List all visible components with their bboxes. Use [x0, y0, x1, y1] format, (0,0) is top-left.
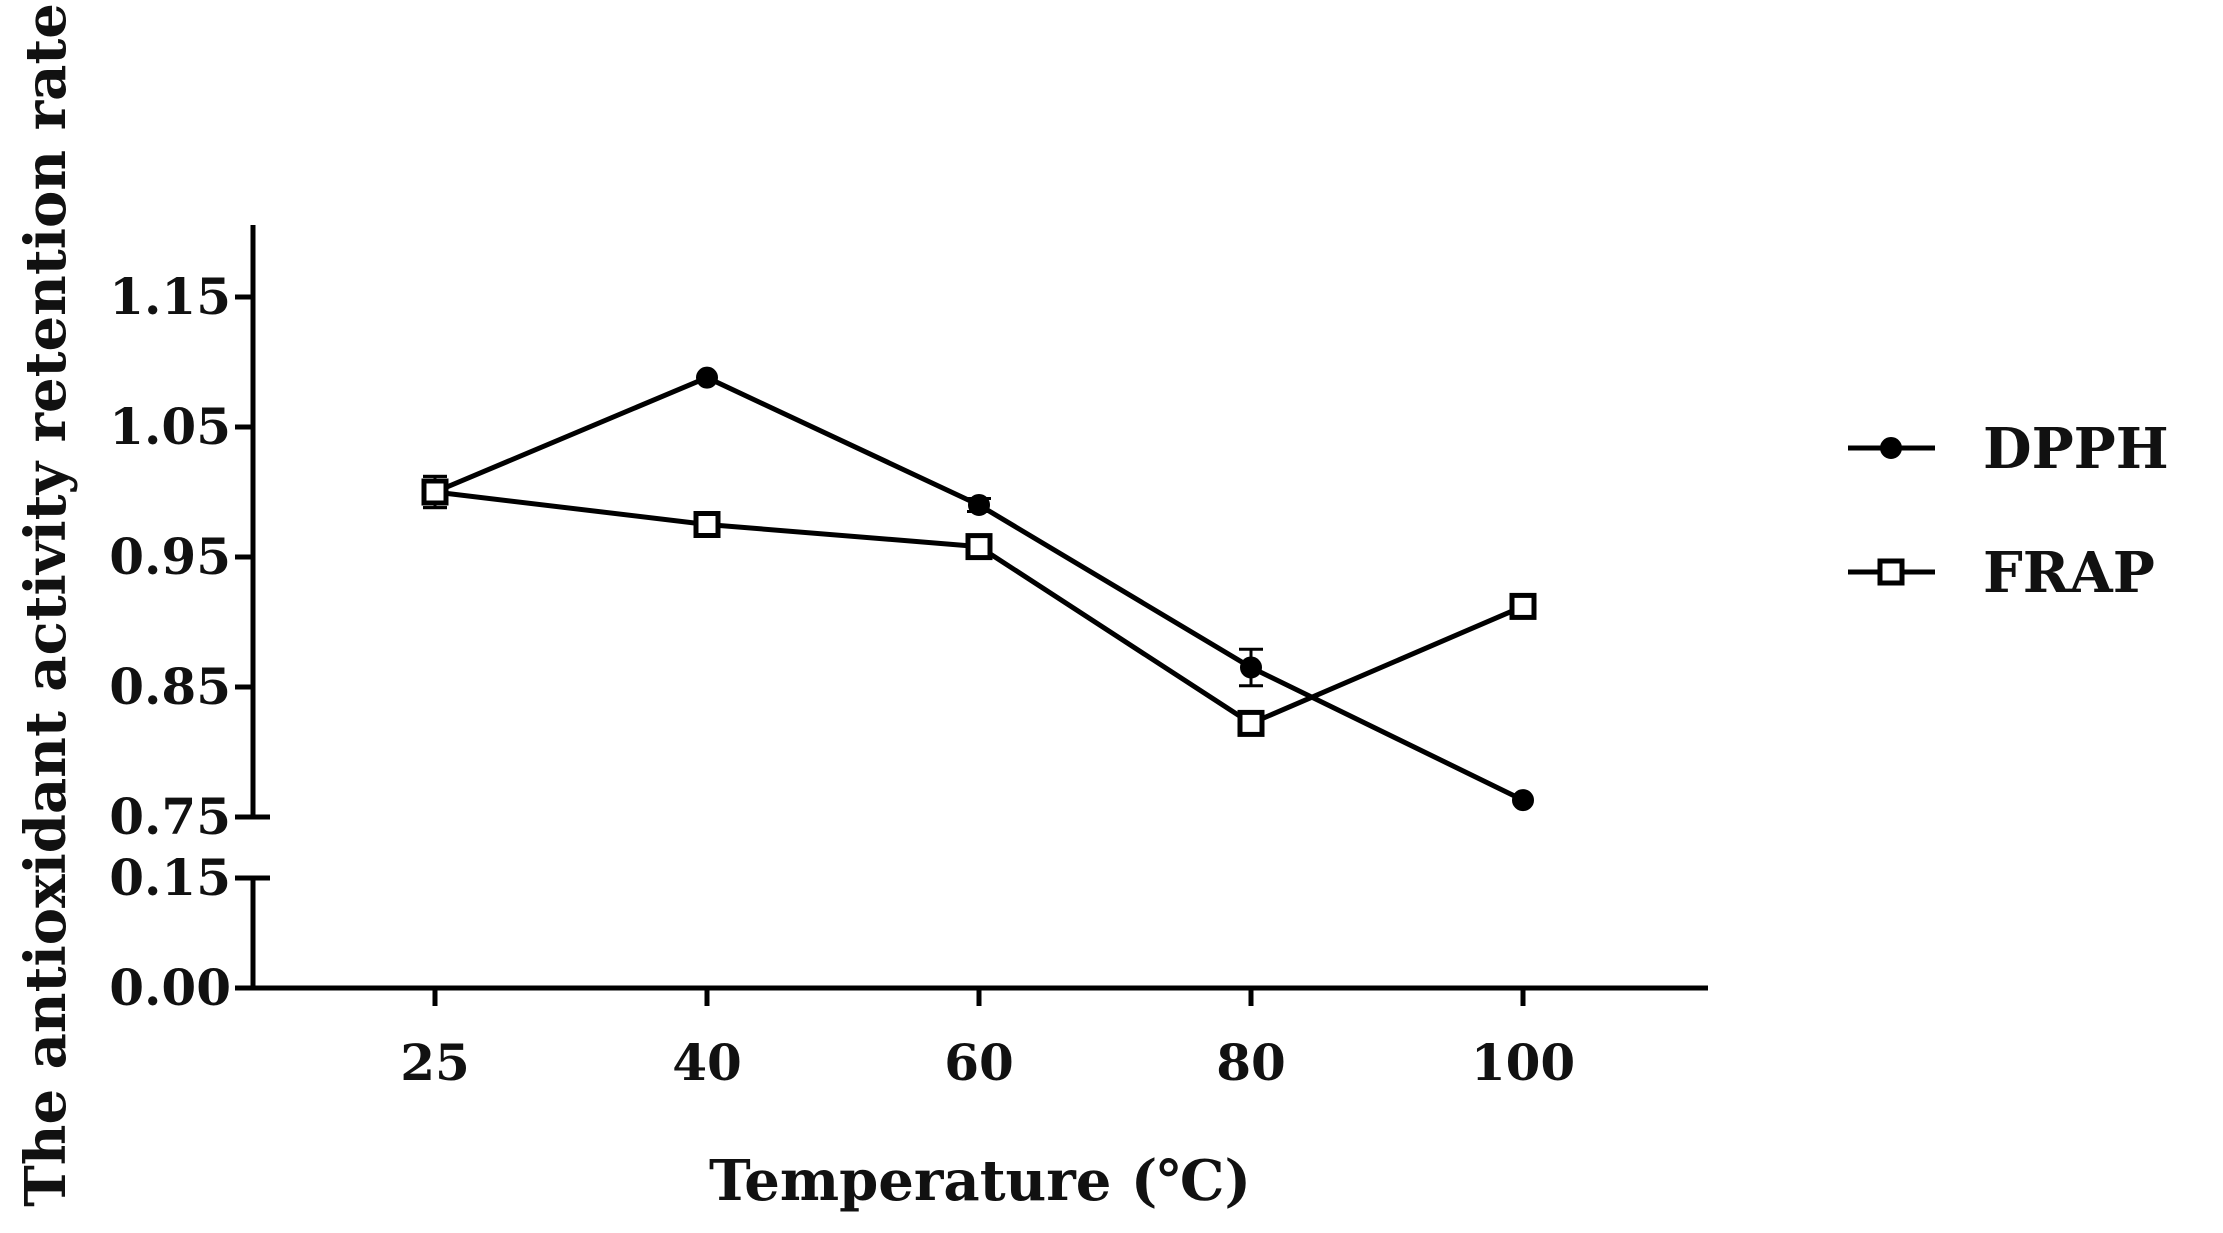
y-ticks: 0.00 0.150.75 0.85 0.95 1.05 1.15 [109, 267, 253, 1017]
series-layer [421, 366, 1537, 812]
y-tick-label: 1.05 [109, 397, 231, 456]
legend-marker [1880, 437, 1902, 459]
data-point-frap [1237, 709, 1265, 737]
y-tick-label: 0.00 [109, 958, 231, 1017]
legend-label: DPPH [1983, 416, 2169, 482]
y-tick-label: 0.15 [109, 848, 231, 907]
axis-break [235, 814, 270, 881]
x-tick-label: 40 [672, 1033, 742, 1092]
y-tick-label: 0.75 [109, 787, 231, 846]
data-point-frap [965, 533, 993, 561]
y-tick-label: 1.15 [109, 267, 231, 326]
y-axis-title: The antioxidant activity retention rate [13, 3, 79, 1207]
legend: DPPH FRAP [1848, 416, 2169, 606]
data-point-dpph [696, 366, 718, 389]
x-tick-label: 60 [944, 1033, 1014, 1092]
x-tick-label: 100 [1471, 1033, 1575, 1092]
series-line-frap [434, 489, 1524, 726]
y-tick-label: 0.85 [109, 657, 231, 716]
axes [250, 225, 1708, 991]
legend-marker [1877, 558, 1905, 586]
legend-item-dpph: DPPH [1848, 416, 2169, 482]
x-axis-title: Temperature (℃) [709, 1148, 1251, 1214]
x-ticks: 25 40 60 80 100 [400, 988, 1575, 1092]
x-tick-label: 25 [400, 1033, 470, 1092]
data-point-frap [1509, 592, 1537, 620]
legend-label: FRAP [1983, 540, 2155, 606]
data-point-dpph [968, 494, 990, 516]
y-tick-label: 0.95 [109, 527, 231, 586]
data-point-frap [693, 511, 721, 538]
data-point-dpph [1240, 656, 1262, 679]
series-dpph [423, 366, 1534, 812]
series-frap [421, 474, 1537, 737]
series-line-dpph [434, 375, 1525, 803]
data-point-frap [421, 478, 449, 506]
x-tick-label: 80 [1216, 1033, 1286, 1092]
data-point-dpph [1512, 789, 1534, 812]
legend-item-frap: FRAP [1848, 540, 2155, 606]
